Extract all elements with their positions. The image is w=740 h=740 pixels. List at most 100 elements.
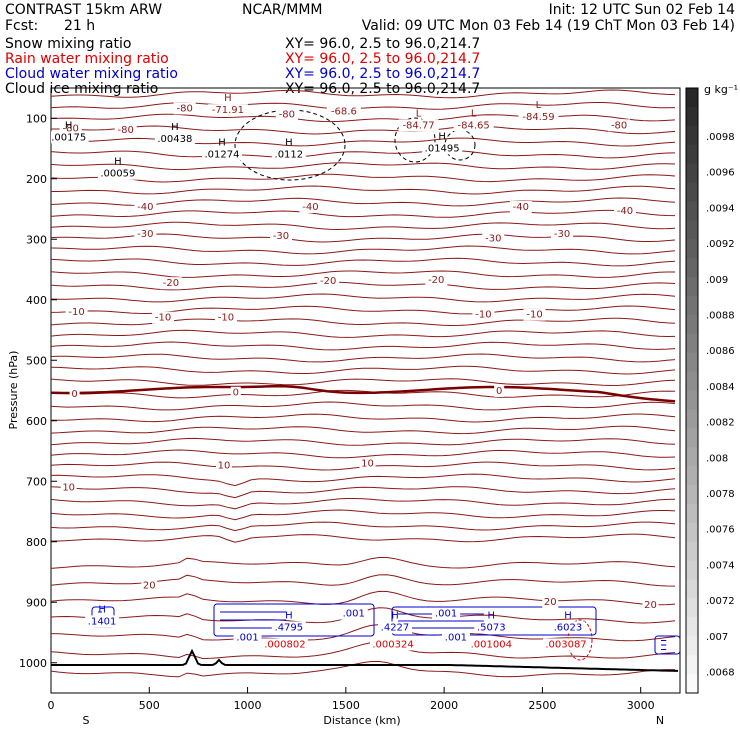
extremum-value-bg [271,148,306,161]
colorbar-cell [686,390,698,410]
isotherm-label-bg [425,274,448,287]
cloud-water-label-bg [339,607,368,620]
extremum-marker: H [438,131,446,142]
colorbar-cell [686,674,698,694]
y-tick-label: 700 [26,475,47,488]
colorbar-tick-label: .0076 [706,525,735,536]
isotherm-label: 10 [218,460,231,471]
colorbar-cell [686,541,698,562]
field-label-rain: Rain water mixing ratio [5,51,169,67]
extremum-value-bg [51,131,89,144]
isotherm [51,378,676,387]
extremum-value-bg [271,621,306,634]
extremum-value-bg [326,105,361,118]
isotherm-label: 10 [62,483,75,494]
extremum-value: .1401 [88,616,117,627]
colorbar-cell [686,277,698,297]
colorbar-cell [686,352,698,373]
valid-time: Valid: 09 UTC Mon 03 Feb 14 (19 ChT Mon … [362,18,735,34]
colorbar-cell [686,125,698,146]
isotherm [51,317,676,327]
colorbar-tick-label: .0078 [706,489,735,500]
isotherm [51,221,676,231]
isotherm-label: 20 [644,600,657,611]
extremum-marker: H [564,610,572,621]
y-tick-label: 600 [26,415,47,428]
extremum-value: .5073 [477,622,506,633]
extremum-marker: L [471,108,477,119]
isotherm-label: 0 [496,386,502,397]
isotherm-label-bg [608,119,631,132]
isotherm-label-bg [359,457,376,470]
isotherm [51,185,676,195]
isotherm [51,102,676,110]
extremum-marker: H [285,610,293,621]
isotherm-label-bg [299,200,322,213]
isotherm-label: -80 [279,109,295,120]
field-label-cloud-ice: Cloud ice mixing ratio [5,81,158,97]
isotherm-label: -10 [475,310,491,321]
cloud-water-label: .001 [236,633,258,644]
isotherm [51,557,676,569]
isotherm [51,125,676,135]
isotherm-label: -20 [163,278,179,289]
fcst-label: Fcst: [5,18,38,34]
extremum-value: .00438 [157,134,192,145]
isotherm [51,533,676,543]
isotherm-label: -40 [302,202,318,213]
colorbar-cell [686,655,698,675]
extremum-marker: L [536,100,542,111]
colorbar-cell [686,106,698,127]
isotherm [51,521,676,532]
isotherm-label-bg [613,205,636,218]
isotherm [51,473,676,487]
isotherm [51,449,676,459]
isotherm-label-bg [173,102,196,115]
cloud-water-label-bg [233,631,262,644]
extremum-value-bg [154,133,195,146]
extremum-value: .4227 [381,622,410,633]
isotherm [51,425,676,435]
rain-label: .003087 [545,639,586,650]
isotherm-label-bg [551,228,574,241]
rain-label: .001004 [471,639,512,650]
isotherm-label: -20 [320,276,336,287]
isotherm [51,486,676,499]
isotherm [51,341,676,351]
isotherm-label-bg [269,230,292,243]
colorbar-cell [686,485,698,505]
isotherm [51,660,675,678]
isotherm [51,149,676,159]
colorbar-tick-label: .0092 [706,239,735,250]
isotherm-label-bg [214,311,237,324]
plot-area: -80 -80 -80 -80 -80 -40 -40 -40 -40 -30 -30 -30 -30 -… [51,89,680,678]
isotherm-label: -10 [526,310,542,321]
isotherm-label-bg [65,306,88,319]
isotherm-label-bg [114,124,137,137]
extremum-marker: H [98,604,106,615]
extremum-marker: H [218,137,226,148]
cloud-water-label-bg [432,607,461,620]
fcst-value: 21 h [64,18,95,34]
isotherm-label: 20 [143,581,156,592]
colorbar-cell [686,522,698,543]
colorbar-cell [686,409,698,429]
x-tick-label: 2000 [430,699,458,712]
colorbar-tick-label: .0088 [706,311,735,322]
isotherm-label-bg [523,308,546,321]
init-time: Init: 12 UTC Sun 02 Feb 14 [549,2,736,18]
isotherm-label: -80 [611,120,627,131]
isotherm [51,162,676,171]
colorbar-cell [686,314,698,335]
colorbar-tick-label: .0084 [706,382,735,393]
isotherm-label-bg [215,459,232,472]
extremum-marker: H [285,137,293,148]
x-tick-label: 1000 [234,699,262,712]
extremum-marker: L [416,108,422,119]
cloud-water-label-bg [441,631,470,644]
isotherm-label-bg [141,579,158,592]
colorbar-cell [686,466,698,486]
isotherm-label: -30 [485,233,501,244]
isotherm-label-bg [642,599,659,612]
